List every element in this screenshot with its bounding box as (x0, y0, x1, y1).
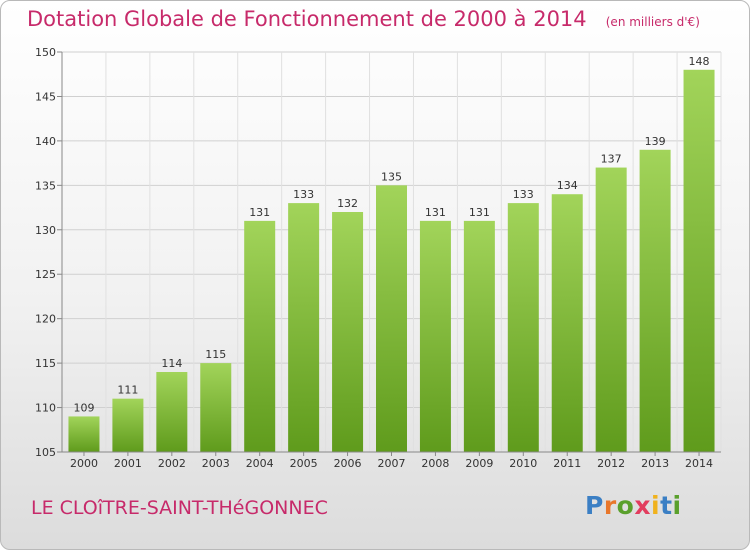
bar (68, 416, 100, 452)
data-label: 114 (161, 357, 182, 370)
logo-letter: t (660, 491, 673, 520)
chart-title: Dotation Globale de Fonctionnement de 20… (27, 7, 587, 31)
x-tick-label: 2007 (378, 457, 406, 470)
logo-letter: i (672, 491, 682, 520)
y-tick-label: 130 (35, 224, 56, 237)
data-label: 115 (205, 348, 226, 361)
data-label: 109 (73, 401, 94, 414)
y-tick-label: 145 (35, 90, 56, 103)
logo-letter: o (616, 491, 635, 520)
bar (112, 398, 144, 452)
bar (244, 220, 276, 452)
bars (68, 69, 715, 453)
data-label: 133 (513, 188, 534, 201)
logo-letter: i (651, 491, 661, 520)
x-tick-label: 2014 (685, 457, 713, 470)
x-tick-label: 2003 (202, 457, 230, 470)
bar (683, 69, 715, 453)
bar (156, 372, 188, 452)
x-axis-ticks: 2000 2001 2002 2003 2004 2005 2006 2007 2008 2009… (70, 452, 713, 470)
x-tick-label: 2011 (553, 457, 581, 470)
logo-letter: x (634, 491, 651, 520)
data-label: 139 (645, 135, 666, 148)
bar (376, 185, 407, 453)
x-tick-label: 2010 (509, 457, 537, 470)
data-label: 131 (425, 206, 446, 219)
y-tick-label: 115 (35, 357, 56, 370)
data-label: 131 (469, 206, 490, 219)
proxiti-logo[interactable]: Proxiti (585, 491, 682, 520)
y-tick-label: 110 (35, 402, 56, 415)
x-tick-label: 2006 (334, 457, 362, 470)
x-tick-label: 2008 (421, 457, 449, 470)
data-label: 134 (557, 179, 578, 192)
x-tick-label: 2005 (290, 457, 318, 470)
bar (639, 149, 671, 452)
title-row: Dotation Globale de Fonctionnement de 20… (27, 7, 700, 31)
x-tick-label: 2009 (465, 457, 493, 470)
y-tick-label: 150 (35, 46, 56, 59)
y-tick-label: 125 (35, 268, 56, 281)
unit-label: (en milliers d'€) (605, 15, 700, 29)
x-tick-label: 2004 (246, 457, 274, 470)
bar (507, 203, 539, 452)
data-label: 137 (601, 153, 622, 166)
bar (419, 220, 451, 452)
x-tick-label: 2013 (641, 457, 669, 470)
data-label: 132 (337, 197, 358, 210)
data-label: 111 (117, 384, 138, 397)
data-labels: 109 111 114 115 131 133 132 135 131 131 133 134 137 1… (73, 55, 709, 415)
x-tick-label: 2001 (114, 457, 142, 470)
x-tick-label: 2012 (597, 457, 625, 470)
bar (463, 220, 495, 452)
y-tick-label: 120 (35, 313, 56, 326)
logo-letter: r (603, 491, 617, 520)
logo-letter: P (585, 491, 604, 520)
x-tick-label: 2002 (158, 457, 186, 470)
y-tick-label: 140 (35, 135, 56, 148)
data-label: 131 (249, 206, 270, 219)
bar (200, 363, 232, 452)
bar (288, 203, 320, 452)
y-tick-label: 105 (35, 446, 56, 459)
bar (332, 212, 364, 452)
bar (595, 167, 627, 453)
bar (551, 194, 583, 452)
data-label: 133 (293, 188, 314, 201)
data-label: 148 (689, 55, 710, 68)
data-label: 135 (381, 170, 402, 183)
commune-name: LE CLOîTRE-SAINT-THéGONNEC (31, 497, 328, 519)
x-tick-label: 2000 (70, 457, 98, 470)
y-tick-label: 135 (35, 179, 56, 192)
